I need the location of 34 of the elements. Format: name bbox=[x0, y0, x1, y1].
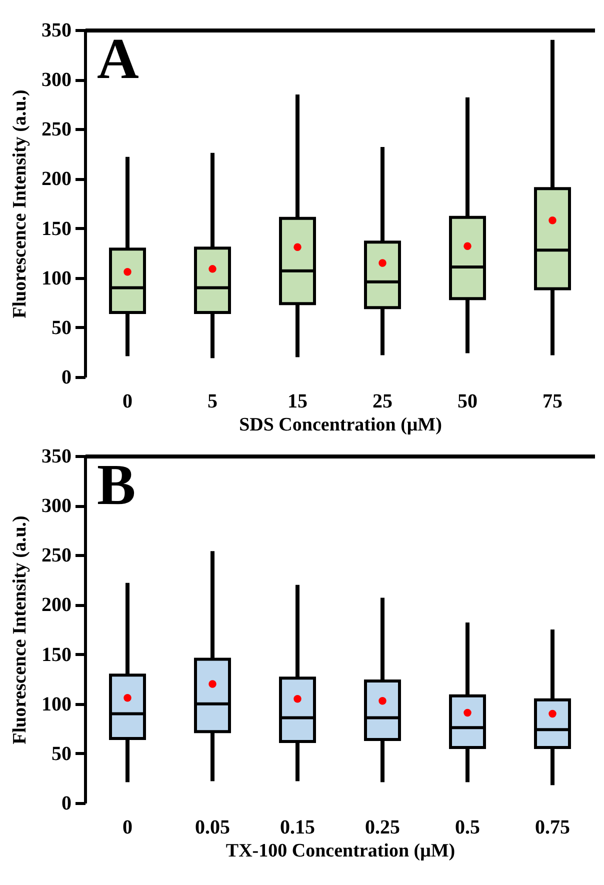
y-tick-label: 50 bbox=[52, 742, 72, 765]
x-axis-title: SDS Concentration (μM) bbox=[239, 414, 442, 436]
y-tick-label: 200 bbox=[42, 594, 72, 616]
x-tick-label: 0.15 bbox=[280, 816, 315, 838]
x-tick-label: 50 bbox=[458, 390, 478, 412]
y-tick-label: 0 bbox=[62, 366, 72, 388]
x-tick-label: 0.25 bbox=[365, 816, 400, 838]
y-tick-label: 250 bbox=[42, 544, 72, 567]
y-tick-label: 350 bbox=[42, 20, 72, 42]
y-axis-title: Fluorescence Intensity (a.u.) bbox=[10, 90, 30, 318]
x-tick-label: 0 bbox=[122, 390, 132, 412]
y-tick-label: 250 bbox=[42, 118, 72, 141]
y-tick-label: 50 bbox=[52, 316, 72, 339]
y-tick-label: 200 bbox=[42, 168, 72, 190]
y-axis-title: Fluorescence Intensity (a.u.) bbox=[10, 516, 30, 744]
annotation: B bbox=[97, 452, 136, 517]
x-axis-title: TX-100 Concentration (μM) bbox=[226, 840, 456, 862]
y-tick-label: 150 bbox=[42, 644, 72, 666]
y-tick-label: 350 bbox=[42, 446, 72, 468]
x-tick-label: 0.5 bbox=[455, 816, 480, 838]
x-tick-label: 0 bbox=[122, 816, 132, 838]
x-tick-label: 25 bbox=[372, 390, 392, 412]
y-tick-label: 100 bbox=[42, 693, 72, 716]
x-tick-label: 75 bbox=[542, 390, 562, 412]
y-tick-label: 300 bbox=[42, 69, 72, 92]
y-tick-label: 150 bbox=[42, 218, 72, 240]
y-tick-label: 0 bbox=[62, 792, 72, 814]
y-tick-label: 100 bbox=[42, 267, 72, 290]
x-tick-label: 0.05 bbox=[195, 816, 230, 838]
x-tick-label: 15 bbox=[288, 390, 308, 412]
y-tick-label: 300 bbox=[42, 495, 72, 518]
x-tick-label: 0.75 bbox=[535, 816, 570, 838]
annotation: A bbox=[97, 26, 139, 91]
x-tick-label: 5 bbox=[208, 390, 218, 412]
